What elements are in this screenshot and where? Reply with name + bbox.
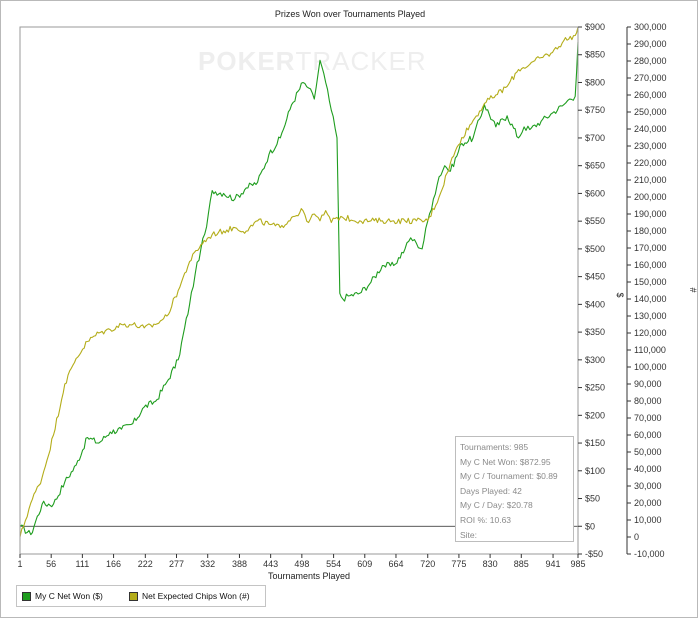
- y-right-tick-label: 90,000: [634, 379, 662, 389]
- x-tick-label: 166: [106, 559, 121, 569]
- x-tick-label: 830: [483, 559, 498, 569]
- y-right-tick-label: 150,000: [634, 277, 667, 287]
- legend-swatch-expected-chips: [129, 591, 138, 601]
- stat-roi: ROI %: 10.63: [460, 514, 512, 525]
- legend-label-expected-chips: Net Expected Chips Won (#): [142, 591, 250, 601]
- y-right-tick-label: 170,000: [634, 243, 667, 253]
- chart-title: Prizes Won over Tournaments Played: [274, 9, 426, 19]
- y-left-axis-title: $: [615, 292, 625, 297]
- stat-per-tournament: My C / Tournament: $0.89: [460, 471, 558, 482]
- y-right-tick-label: 140,000: [634, 294, 667, 304]
- x-tick-label: 720: [420, 559, 435, 569]
- watermark-light: TRACKER: [295, 46, 427, 76]
- x-axis-title: Tournaments Played: [268, 571, 350, 581]
- y-right-tick-label: 300,000: [634, 22, 667, 32]
- x-tick-label: 277: [169, 559, 184, 569]
- stat-net-won: My C Net Won: $872.95: [460, 456, 551, 467]
- y-right-tick-label: 260,000: [634, 90, 667, 100]
- plot-border: [19, 26, 579, 555]
- x-tick-label: 332: [200, 559, 215, 569]
- y-right-axis-title: #: [688, 287, 698, 292]
- y-right-tick-label: 50,000: [634, 447, 662, 457]
- x-tick-label: 554: [326, 559, 341, 569]
- y-right-tick-label: 0: [634, 532, 639, 542]
- y-right-tick-label: 30,000: [634, 481, 662, 491]
- legend: My C Net Won ($) Net Expected Chips Won …: [16, 585, 266, 607]
- series-line-expected-chips: [19, 26, 579, 538]
- y-right-tick-label: 130,000: [634, 311, 667, 321]
- y-right-tick-label: 10,000: [634, 515, 662, 525]
- stat-tournaments: Tournaments: 985: [460, 442, 529, 452]
- pokertracker-watermark: POKERTRACKER: [198, 46, 427, 77]
- x-tick-label: 941: [546, 559, 561, 569]
- legend-item-net-won[interactable]: My C Net Won ($): [22, 591, 103, 601]
- stat-per-day: My C / Day: $20.78: [460, 500, 533, 511]
- y-left-tick-label: $800: [585, 77, 605, 87]
- y-left-tick-label: $400: [585, 299, 605, 309]
- x-tick-label: 664: [388, 559, 403, 569]
- y-right-tick-label: 250,000: [634, 107, 667, 117]
- y-left-tick-label: $100: [585, 466, 605, 476]
- y-right-tick-label: 40,000: [634, 464, 662, 474]
- y-left-tick-label: $550: [585, 216, 605, 226]
- y-right-tick-label: 190,000: [634, 209, 667, 219]
- y-right-tick-label: 20,000: [634, 498, 662, 508]
- legend-swatch-net-won: [22, 591, 31, 601]
- y-left-tick-label: $200: [585, 410, 605, 420]
- y-left-tick-label: $500: [585, 244, 605, 254]
- y-left-tick-label: $250: [585, 383, 605, 393]
- stat-days-played: Days Played: 42: [460, 485, 522, 496]
- y-left-tick-label: $600: [585, 188, 605, 198]
- y-right-tick-label: -10,000: [634, 549, 665, 559]
- y-left-tick-label: $350: [585, 327, 605, 337]
- x-tick-label: 388: [232, 559, 247, 569]
- x-tick-label: 56: [46, 559, 56, 569]
- x-tick-label: 775: [451, 559, 466, 569]
- y-right-tick-label: 200,000: [634, 192, 667, 202]
- y-left-tick-label: $50: [585, 494, 600, 504]
- y-right-tick-label: 80,000: [634, 396, 662, 406]
- x-tick-label: 443: [263, 559, 278, 569]
- y-right-tick-label: 100,000: [634, 362, 667, 372]
- y-right-tick-label: 120,000: [634, 328, 667, 338]
- watermark-bold: POKER: [198, 46, 296, 76]
- x-tick-label: 1: [17, 559, 22, 569]
- x-tick-label: 985: [570, 559, 585, 569]
- y-left-tick-label: $0: [585, 521, 595, 531]
- y-right-tick-label: 240,000: [634, 124, 667, 134]
- y-left-tick-label: $650: [585, 161, 605, 171]
- legend-label-net-won: My C Net Won ($): [35, 591, 103, 601]
- y-right-tick-label: 230,000: [634, 141, 667, 151]
- x-tick-label: 609: [357, 559, 372, 569]
- y-right-tick-label: 280,000: [634, 56, 667, 66]
- y-left-tick-label: $150: [585, 438, 605, 448]
- y-right-tick-label: 160,000: [634, 260, 667, 270]
- x-tick-label: 498: [294, 559, 309, 569]
- y-right-tick-label: 290,000: [634, 39, 667, 49]
- y-right-tick-label: 60,000: [634, 430, 662, 440]
- stats-box: Tournaments: 985 My C Net Won: $872.95 M…: [455, 436, 574, 542]
- y-right-tick-label: 70,000: [634, 413, 662, 423]
- y-left-tick-label: $750: [585, 105, 605, 115]
- y-left-tick-label: $850: [585, 50, 605, 60]
- y-right-tick-label: 110,000: [634, 345, 666, 355]
- y-left-tick-label: $450: [585, 272, 605, 282]
- x-tick-label: 885: [514, 559, 529, 569]
- y-left-tick-label: -$50: [585, 549, 603, 559]
- y-right-tick-label: 220,000: [634, 158, 667, 168]
- x-tick-label: 111: [76, 559, 90, 569]
- series-line-net-won: [19, 41, 579, 536]
- y-right-tick-label: 270,000: [634, 73, 667, 83]
- y-left-tick-label: $300: [585, 355, 605, 365]
- y-left-tick-label: $700: [585, 133, 605, 143]
- legend-item-expected-chips[interactable]: Net Expected Chips Won (#): [129, 591, 250, 601]
- x-tick-label: 222: [138, 559, 153, 569]
- y-right-tick-label: 210,000: [634, 175, 667, 185]
- y-right-tick-label: 180,000: [634, 226, 667, 236]
- stat-site: Site:: [460, 529, 478, 540]
- y-left-tick-label: $900: [585, 22, 605, 32]
